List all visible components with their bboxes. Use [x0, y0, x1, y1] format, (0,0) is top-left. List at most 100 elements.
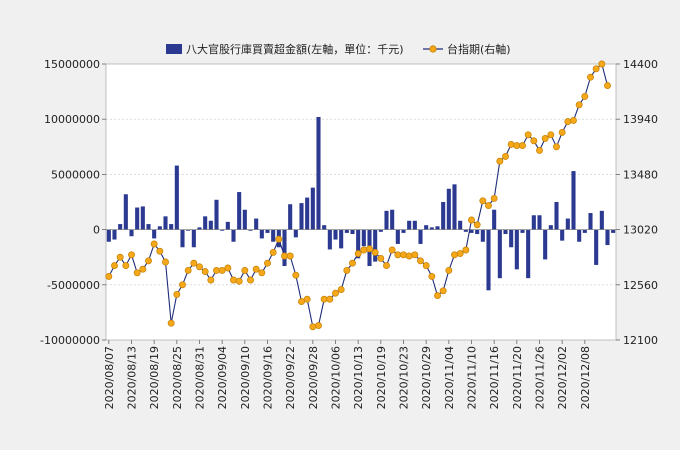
bar: [395, 229, 400, 244]
bar: [458, 220, 463, 230]
x-tick-label: 2020/08/31: [194, 346, 207, 409]
line-point: [320, 295, 328, 303]
line-point: [468, 216, 475, 224]
line-point: [337, 286, 345, 294]
line-point: [269, 248, 277, 256]
bar: [571, 171, 576, 230]
bar: [611, 229, 616, 233]
line-point: [298, 298, 305, 306]
bar: [305, 197, 310, 230]
x-tick-label: 2020/12/02: [556, 346, 569, 409]
line-point: [133, 269, 141, 277]
line-point: [547, 131, 555, 139]
bar: [123, 194, 128, 230]
bar: [582, 229, 587, 233]
line-point: [428, 272, 436, 280]
line-point: [105, 272, 113, 280]
bar: [225, 221, 230, 230]
bar: [390, 209, 395, 230]
line-point: [371, 248, 379, 256]
bar: [197, 227, 202, 230]
bar: [531, 215, 536, 230]
line-point: [258, 269, 266, 277]
bar: [129, 229, 134, 237]
bar: [537, 215, 542, 230]
bar: [401, 229, 406, 233]
bar: [180, 229, 185, 248]
bar: [316, 116, 321, 230]
legend-bar-label: 八大官股行庫買賣超金額(左軸，單位：千元): [186, 42, 404, 56]
line-point: [332, 289, 339, 297]
x-tick-label: 2020/12/08: [579, 346, 592, 409]
line-point: [536, 146, 543, 154]
line-point: [326, 295, 334, 303]
line-point: [207, 276, 215, 284]
line-point: [530, 137, 538, 145]
bar: [577, 229, 582, 242]
line-point: [173, 290, 181, 298]
line-point: [139, 265, 147, 273]
line-point: [570, 116, 577, 124]
line-point: [281, 252, 288, 260]
line-point: [303, 295, 311, 303]
bar: [344, 229, 349, 233]
bar: [594, 229, 599, 265]
bar: [322, 225, 327, 230]
legend-line-marker: [429, 45, 437, 53]
bar: [514, 229, 519, 270]
left-tick-label: 0: [93, 224, 100, 237]
line-point: [411, 251, 419, 259]
line-point: [286, 252, 294, 260]
x-tick-label: 2020/08/19: [148, 346, 161, 409]
bar: [231, 229, 236, 242]
line-point: [128, 251, 135, 259]
x-tick-label: 2020/09/28: [307, 346, 320, 409]
bar: [282, 229, 287, 267]
x-tick-label: 2020/11/10: [466, 346, 479, 409]
line-point: [553, 143, 560, 151]
bar: [299, 203, 304, 230]
line-point: [592, 65, 600, 73]
bar: [259, 229, 264, 239]
line-point: [150, 240, 158, 248]
bar: [327, 229, 332, 250]
x-tick-label: 2020/09/16: [262, 346, 275, 409]
bar: [463, 229, 468, 232]
line-point: [167, 319, 175, 327]
line-point: [218, 266, 226, 274]
left-tick-label: 15000000: [44, 58, 100, 71]
line-series: [105, 60, 611, 331]
bar: [509, 229, 514, 248]
bar: [469, 229, 474, 233]
line-point: [122, 262, 130, 270]
x-tick-label: 2020/10/29: [420, 346, 433, 409]
left-tick-label: -10000000: [40, 334, 100, 347]
line-point: [241, 266, 249, 274]
line-point: [247, 276, 254, 284]
line-point: [201, 268, 209, 276]
bar: [242, 209, 247, 230]
line-point: [519, 142, 526, 150]
bar: [163, 216, 168, 230]
bar: [560, 229, 565, 241]
line-point: [496, 157, 504, 165]
line-point: [224, 264, 232, 272]
line-point: [485, 202, 492, 210]
line-point: [179, 281, 186, 289]
line-point: [343, 266, 351, 274]
line-point: [162, 258, 169, 266]
bar: [373, 229, 378, 262]
line-point: [394, 251, 402, 259]
bar: [480, 229, 485, 242]
bar: [169, 224, 174, 230]
bar: [191, 229, 196, 248]
bar: [429, 227, 434, 230]
line-point: [190, 259, 198, 267]
bar: [271, 229, 276, 242]
right-tick-label: 12560: [623, 279, 658, 292]
left-tick-label: 10000000: [44, 113, 100, 126]
line-point: [462, 246, 470, 254]
right-tick-label: 13480: [623, 168, 658, 181]
line-point: [235, 277, 243, 285]
line-point: [456, 250, 464, 258]
